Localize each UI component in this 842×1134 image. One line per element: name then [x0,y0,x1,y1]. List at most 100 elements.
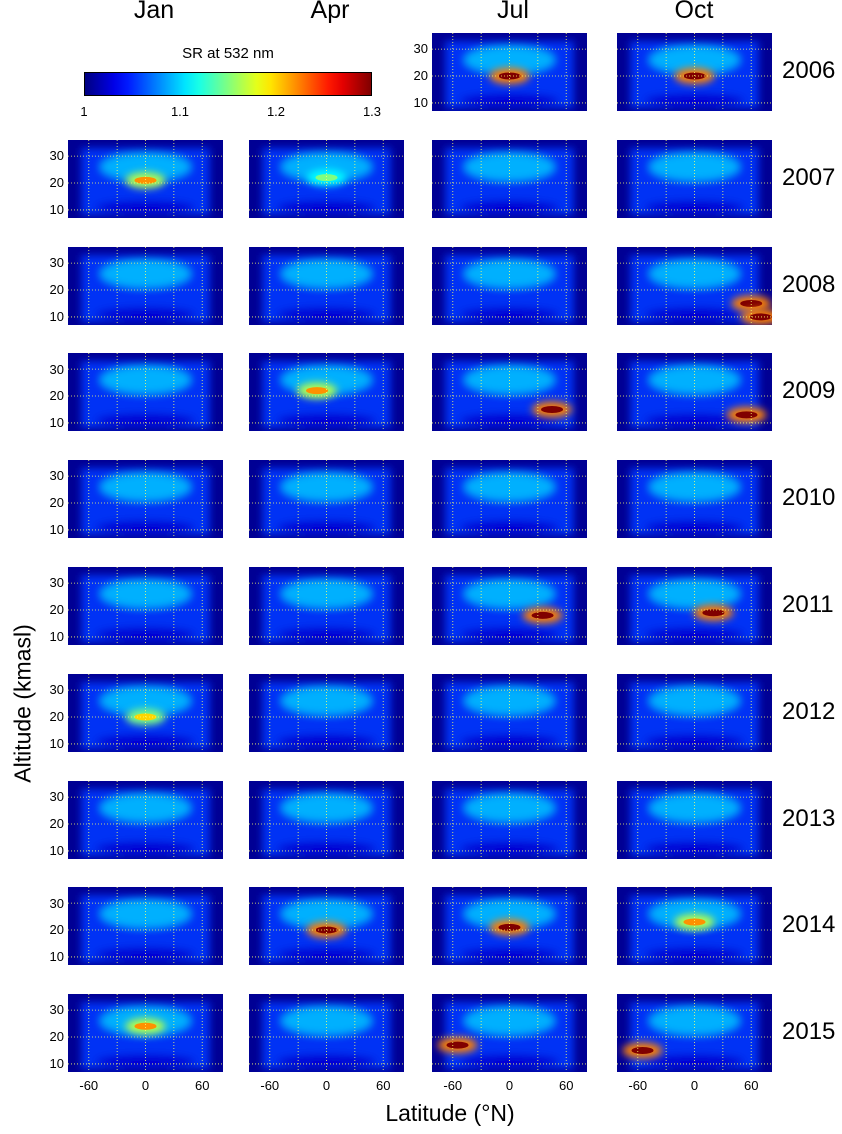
background-aerosol-layer [445,468,574,536]
grid-lines [617,33,772,111]
grid-lines [68,673,223,752]
background-aerosol-layer [262,681,391,750]
x-tick-label: 60 [743,1078,759,1094]
grid-lines [617,139,772,218]
heatmap-panel [617,353,772,432]
year-label: 2013 [782,804,836,832]
colorbar-tick: 1 [80,104,88,119]
background-aerosol-layer [445,361,574,429]
heatmap-svg [432,460,587,539]
heatmap-svg [617,673,772,752]
heatmap-panel [617,139,772,218]
colorbar-tick: 1.1 [170,104,190,119]
y-tick-label: 20 [49,815,64,831]
heatmap-panel [68,780,223,859]
year-label: 2014 [782,911,836,939]
y-tick-label: 10 [49,842,64,858]
grid-lines [617,887,772,966]
grid-lines [249,887,404,966]
y-tick-label: 20 [49,922,64,938]
year-label: 2012 [782,697,836,725]
heatmap-svg [432,353,587,432]
y-tick-label: 10 [49,415,64,431]
enhanced-sr-feature [125,708,166,725]
background-aerosol-layer [630,254,759,322]
month-header-apr: Apr [310,0,350,24]
heatmap-panel [249,139,404,218]
y-tick-label: 30 [49,361,64,377]
heatmap-svg [249,353,404,432]
x-tick-label: -60 [260,1078,280,1094]
x-tick-label: 60 [375,1078,391,1094]
enhanced-sr-feature [622,1042,663,1059]
heatmap-svg [432,673,587,752]
grid-lines [249,994,404,1073]
grid-lines [432,353,587,432]
enhanced-sr-feature [306,169,347,186]
background-aerosol-layer [81,895,210,963]
background-aerosol-layer [81,254,210,322]
y-tick-label: 30 [413,41,428,57]
heatmap-svg [249,567,404,645]
grid-lines [68,139,223,218]
year-label: 2015 [782,1018,836,1046]
background-aerosol-layer [445,681,574,750]
x-axis-label: Latitude (°N) [385,1100,515,1126]
heatmap-svg [432,33,587,111]
heatmap-panel [617,887,772,966]
heatmap-panel [68,246,223,325]
background-aerosol-layer [630,575,759,643]
enhanced-sr-feature [125,1018,166,1035]
grid-lines [68,994,223,1073]
heatmap-svg [432,994,587,1073]
grid-lines [249,460,404,539]
y-tick-label: 20 [49,174,64,190]
month-header-oct: Oct [674,0,714,24]
grid-lines [432,567,587,645]
enhanced-sr-feature [674,914,715,931]
heatmap-svg [68,673,223,752]
background-aerosol-layer [262,254,391,322]
heatmap-svg [68,460,223,539]
grid-lines [432,460,587,539]
y-tick-label: 30 [49,575,64,591]
heatmap-panel [68,139,223,218]
heatmap-svg [68,246,223,325]
background-aerosol-layer [630,788,759,856]
heatmap-panel [68,673,223,752]
background-aerosol-layer [630,681,759,750]
year-label: 2011 [782,591,834,618]
heatmap-panel [68,887,223,966]
heatmap-panel [249,460,404,539]
heatmap-panel [68,994,223,1073]
y-tick-label: 20 [49,1029,64,1045]
grid-lines [249,353,404,432]
grid-lines [68,567,223,645]
year-label: 2009 [782,377,836,405]
y-tick-label: 30 [49,681,64,697]
heatmap-svg [617,887,772,966]
heatmap-panel [68,567,223,645]
grid-lines [249,673,404,752]
y-tick-label: 30 [49,468,64,484]
heatmap-svg [617,33,772,111]
grid-lines [617,780,772,859]
y-tick-label: 10 [49,522,64,538]
grid-lines [617,460,772,539]
heatmap-svg [617,994,772,1073]
x-tick-label: -60 [443,1078,463,1094]
background-aerosol-layer [262,468,391,536]
grid-lines [249,139,404,218]
heatmap-panel [249,994,404,1073]
heatmap-panel [617,673,772,752]
heatmap-panel [249,246,404,325]
heatmap-svg [249,139,404,218]
background-aerosol-layer [630,468,759,536]
y-tick-label: 30 [49,788,64,804]
y-tick-label: 10 [49,201,64,217]
heatmap-panel [432,33,587,111]
heatmap-panel [432,353,587,432]
background-aerosol-layer [445,575,574,643]
y-tick-label: 10 [49,735,64,751]
x-tick-label: 0 [322,1078,331,1094]
